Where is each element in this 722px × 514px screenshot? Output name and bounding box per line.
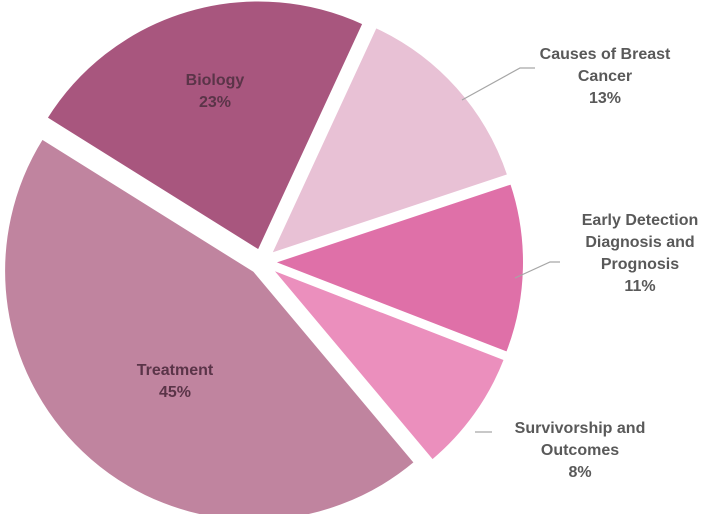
pie-slice (3, 137, 417, 514)
value-label: 23% (198, 94, 232, 111)
value-label: 11% (624, 278, 656, 295)
pie-slice (269, 25, 510, 256)
pie-slice (45, 0, 365, 252)
value-label: 13% (588, 90, 622, 107)
slice-label: Treatment 45% (110, 360, 240, 404)
slice-label: Causes of Breast Cancer 13% (530, 44, 680, 110)
slice-label: Early Detection Diagnosis and Prognosis 1… (555, 210, 722, 298)
category-name: Treatment (136, 362, 214, 379)
leader-line (461, 67, 535, 101)
category-name: Biology (185, 72, 245, 89)
value-label: 8% (568, 464, 592, 481)
category-name: Causes of Breast Cancer (539, 46, 671, 85)
category-name: Survivorship and Outcomes (514, 420, 646, 459)
category-name: Early Detection Diagnosis and Prognosis (581, 212, 699, 273)
slice-label: Survivorship and Outcomes 8% (490, 418, 670, 484)
pie-slice (270, 268, 507, 462)
slice-label: Biology 23% (155, 70, 275, 114)
leader-line (514, 261, 560, 279)
pie-slice (271, 182, 525, 354)
value-label: 45% (158, 384, 192, 401)
